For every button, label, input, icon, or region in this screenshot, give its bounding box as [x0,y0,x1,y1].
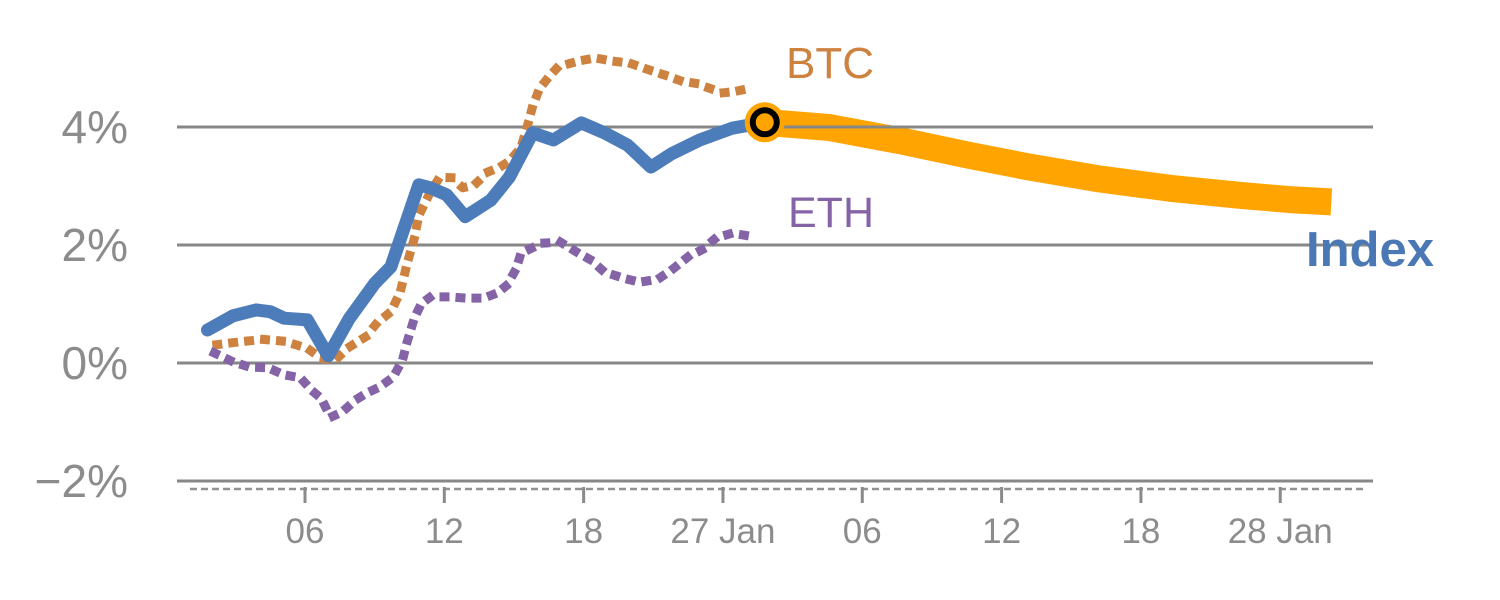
x-tick-label-06: 06 [843,512,882,551]
forecast-start-marker-ring [749,107,780,138]
series-eth-line [208,228,759,422]
x-tick-label-28 Jan: 28 Jan [1228,512,1333,551]
series-index-forecast-band [763,108,1333,216]
y-tick-label-4%: 4% [62,101,128,153]
x-tick-label-18: 18 [1121,512,1160,551]
x-tick-label-06: 06 [286,512,325,551]
y-tick-label-−2%: −2% [35,455,128,507]
y-tick-label-0%: 0% [62,337,128,389]
x-tick-label-12: 12 [982,512,1021,551]
series-btc-line [211,53,757,365]
eth-series-label: ETH [788,189,874,237]
series-index-line [201,115,772,363]
index-series-label: Index [1306,223,1434,277]
x-tick-label-18: 18 [564,512,603,551]
x-tick-label-12: 12 [425,512,464,551]
x-tick-label-27 Jan: 27 Jan [670,512,775,551]
y-tick-label-2%: 2% [62,219,128,271]
btc-series-label: BTC [786,39,874,88]
